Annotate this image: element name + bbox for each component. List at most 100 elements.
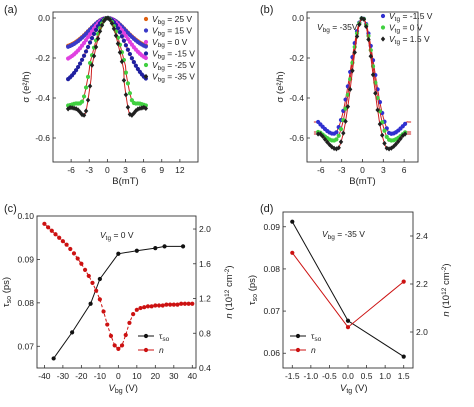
data-point	[88, 301, 93, 306]
data-point	[133, 108, 139, 114]
data-point	[190, 301, 195, 306]
y-axis-label: τso (ps)	[247, 275, 259, 305]
data-point	[352, 49, 357, 56]
data-point	[97, 28, 103, 34]
data-point	[85, 97, 91, 103]
axis-labels-d: Vtg (V) τso (ps) n (1012 cm-2)	[247, 263, 452, 395]
x-tick-label: -6	[317, 165, 325, 175]
fit-line	[69, 17, 145, 47]
y-tick-label: -0.6	[35, 133, 50, 143]
data-point	[134, 307, 139, 312]
y-tick-label: 0.09	[263, 222, 280, 232]
data-point	[179, 301, 184, 306]
data-point	[168, 302, 173, 307]
data-point	[401, 354, 406, 359]
data-point	[127, 91, 133, 96]
data-point	[105, 15, 111, 21]
data-point	[83, 38, 89, 43]
data-point	[361, 16, 367, 22]
data-point	[322, 136, 328, 142]
x-tick-label: 0.5	[361, 371, 373, 381]
data-point	[79, 261, 84, 266]
data-point	[377, 121, 383, 127]
y-tick-label: 0.08	[17, 298, 34, 308]
x-tick-label: -10	[94, 371, 107, 381]
legend-label: Vbg = 25 V	[152, 14, 192, 26]
data-point	[75, 64, 81, 70]
legend-marker	[295, 347, 301, 353]
data-point	[123, 33, 129, 39]
y-tick-label: 0.07	[17, 341, 34, 351]
data-point	[182, 301, 188, 306]
y2-tick-label: 2.0	[416, 327, 428, 337]
y-tick-label: 0.0	[38, 13, 50, 23]
series-c-0	[51, 244, 186, 361]
data-point	[117, 30, 123, 35]
data-point	[87, 32, 93, 37]
data-point	[65, 106, 71, 112]
panel-a: -6 -3 0 3 6 9 12 0.0 -0.2 -0.4 -0.6 B(mT) σ (e²/h)	[21, 13, 185, 187]
data-point	[401, 279, 406, 284]
data-point	[70, 330, 75, 335]
data-point	[363, 23, 369, 30]
data-point	[89, 36, 95, 41]
panel-label-a: (a)	[4, 4, 17, 16]
legend-marker	[143, 51, 149, 56]
series-c-1	[42, 221, 195, 351]
y-tick-label: 0.09	[17, 254, 34, 264]
data-point	[113, 33, 119, 39]
data-point	[93, 27, 99, 32]
plot-frame-d	[282, 211, 414, 369]
data-point	[186, 301, 191, 306]
data-point	[325, 139, 330, 145]
data-point	[143, 105, 149, 112]
data-point	[77, 109, 83, 115]
data-point	[85, 44, 91, 50]
x-tick-label: 3	[381, 165, 386, 175]
panel-c: -40 -30 -20 -10 0 10 20 30 40 0.07 0.08 0.09 0.10 0.4…	[17, 211, 211, 381]
data-point	[49, 228, 54, 233]
data-point	[60, 239, 65, 244]
y-tick-label: -0.6	[289, 133, 304, 143]
data-point	[336, 145, 341, 151]
legend-label: τso	[311, 331, 322, 343]
data-point	[68, 246, 73, 252]
data-point	[69, 105, 75, 111]
data-point	[45, 225, 51, 230]
x-tick-label: 3	[123, 165, 128, 175]
data-point	[153, 303, 158, 308]
data-point	[77, 61, 83, 66]
x-tick-label: -1.0	[304, 371, 319, 381]
data-point	[338, 127, 344, 132]
data-point	[51, 356, 56, 361]
data-point	[121, 38, 127, 43]
x-tick-label: 10	[132, 371, 142, 381]
legend-marker	[380, 36, 386, 42]
data-point	[93, 44, 99, 50]
legend-label: Vbg = -35 V	[152, 72, 195, 84]
x-tick-label: 20	[151, 371, 161, 381]
legend-label: Vbg = 15 V	[152, 26, 192, 38]
y-tick-label: 0.08	[263, 264, 280, 274]
data-point	[180, 244, 186, 249]
data-point	[89, 62, 95, 68]
y-tick-label: -0.4	[35, 93, 50, 103]
data-point	[345, 103, 351, 110]
data-point	[75, 256, 80, 261]
data-point	[86, 273, 91, 279]
series-a-1	[66, 15, 148, 49]
data-point	[99, 22, 105, 28]
y-axis-label: σ (e²/h)	[275, 71, 286, 102]
legend-marker	[143, 16, 149, 22]
x-tick-label: 9	[159, 165, 164, 175]
data-point	[119, 34, 125, 39]
x-tick-label: 6	[402, 165, 407, 175]
data-point	[338, 139, 344, 145]
data-point	[83, 49, 89, 54]
y2-tick-label: 2.0	[199, 224, 211, 234]
data-point	[97, 297, 102, 302]
data-point	[123, 92, 129, 98]
